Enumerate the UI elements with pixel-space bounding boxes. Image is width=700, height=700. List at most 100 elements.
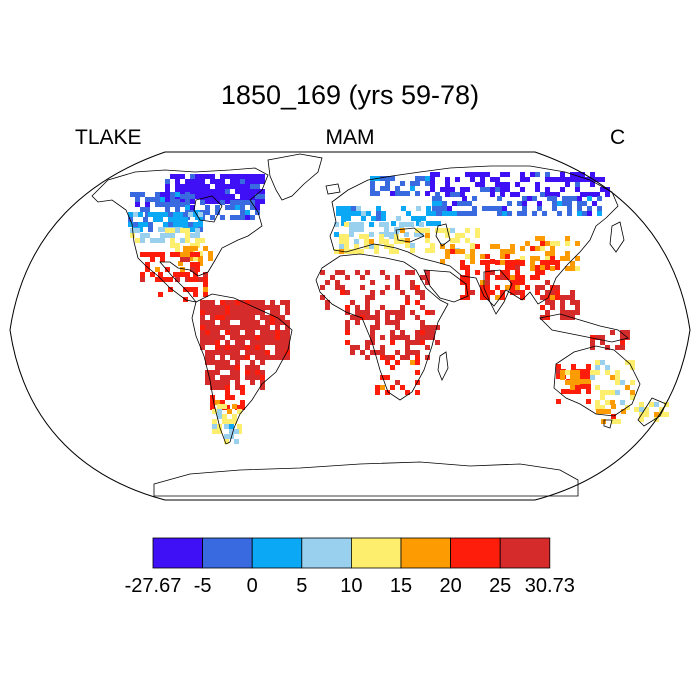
lake-temperature-cell <box>155 252 160 257</box>
lake-temperature-cell <box>405 350 410 355</box>
world-map <box>9 151 691 501</box>
lake-temperature-cell <box>555 177 560 182</box>
lake-temperature-cell <box>198 227 203 232</box>
lake-temperature-cell <box>435 172 440 177</box>
lake-temperature-cell <box>198 222 203 227</box>
lake-temperature-cell <box>375 320 380 325</box>
lake-temperature-cell <box>150 257 155 262</box>
lake-temperature-cell <box>178 261 183 266</box>
lake-temperature-cell <box>341 221 346 226</box>
lake-temperature-cell <box>540 260 545 265</box>
lake-temperature-cell <box>416 221 421 226</box>
lake-temperature-cell <box>275 335 280 340</box>
lake-temperature-cell <box>505 275 510 280</box>
lake-temperature-cell <box>440 228 445 233</box>
lake-temperature-cell <box>370 325 375 330</box>
lake-temperature-cell <box>495 295 500 300</box>
lake-temperature-cell <box>644 407 649 412</box>
lake-temperature-cell <box>505 187 510 192</box>
lake-temperature-cell <box>400 355 405 360</box>
lake-temperature-cell <box>350 350 355 355</box>
lake-temperature-cell <box>135 202 140 207</box>
lake-temperature-cell <box>570 385 575 390</box>
lake-temperature-cell <box>415 340 420 345</box>
lake-temperature-cell <box>205 320 210 325</box>
lake-temperature-cell <box>430 177 435 182</box>
lake-temperature-cell <box>380 270 385 275</box>
lake-temperature-cell <box>395 285 400 290</box>
lake-temperature-cell <box>450 244 455 249</box>
lake-temperature-cell <box>143 217 148 222</box>
lake-temperature-cell <box>385 186 390 191</box>
lake-temperature-cell <box>205 335 210 340</box>
lake-temperature-cell <box>370 191 375 196</box>
lake-temperature-cell <box>460 187 465 192</box>
lake-temperature-cell <box>215 305 220 310</box>
lake-temperature-cell <box>485 290 490 295</box>
lake-temperature-cell <box>450 192 455 197</box>
lake-temperature-cell <box>571 389 576 394</box>
lake-temperature-cell <box>265 325 270 330</box>
lake-temperature-cell <box>198 251 203 256</box>
lake-temperature-cell <box>225 310 230 315</box>
lake-temperature-cell <box>250 370 255 375</box>
lake-temperature-cell <box>205 210 210 215</box>
lake-temperature-cell <box>280 345 285 350</box>
lake-temperature-cell <box>185 233 190 238</box>
lake-temperature-cell <box>185 192 190 197</box>
lake-temperature-cell <box>497 206 502 211</box>
lake-temperature-cell <box>455 249 460 254</box>
lake-temperature-cell <box>562 196 567 201</box>
lake-temperature-cell <box>545 260 550 265</box>
lake-temperature-cell <box>485 187 490 192</box>
lake-temperature-cell <box>183 217 188 222</box>
lake-temperature-cell <box>210 305 215 310</box>
lake-temperature-cell <box>381 216 386 221</box>
lake-temperature-cell <box>175 277 180 282</box>
lake-temperature-cell <box>255 355 260 360</box>
lake-temperature-cell <box>190 267 195 272</box>
lake-temperature-cell <box>485 295 490 300</box>
lake-temperature-cell <box>460 295 465 300</box>
lake-temperature-cell <box>590 177 595 182</box>
lake-temperature-cell <box>415 290 420 295</box>
lake-temperature-cell <box>173 272 178 277</box>
lake-temperature-cell <box>210 400 215 405</box>
lake-temperature-cell <box>457 201 462 206</box>
lake-temperature-cell <box>545 280 550 285</box>
lake-temperature-cell <box>255 335 260 340</box>
lake-temperature-cell <box>575 172 580 177</box>
lake-temperature-cell <box>560 300 565 305</box>
lake-temperature-cell <box>245 370 250 375</box>
lake-temperature-cell <box>540 295 545 300</box>
lake-temperature-cell <box>375 315 380 320</box>
lake-temperature-cell <box>550 177 555 182</box>
lake-temperature-cell <box>230 305 235 310</box>
lake-temperature-cell <box>490 244 495 249</box>
lake-temperature-cell <box>590 345 595 350</box>
lake-temperature-cell <box>395 191 400 196</box>
lake-temperature-cell <box>566 389 571 394</box>
lake-temperature-cell <box>155 197 160 202</box>
lake-temperature-cell <box>485 260 490 265</box>
lake-temperature-cell <box>400 330 405 335</box>
lake-temperature-cell <box>560 172 565 177</box>
lake-temperature-cell <box>605 370 610 375</box>
lake-temperature-cell <box>210 315 215 320</box>
lake-temperature-cell <box>200 194 205 199</box>
lake-temperature-cell <box>550 256 555 261</box>
lake-temperature-cell <box>275 350 280 355</box>
lake-temperature-cell <box>175 207 180 212</box>
colorbar-tick-labels: -27.67 -5 0 5 10 15 20 25 30.73 <box>125 575 575 597</box>
lake-temperature-cell <box>495 187 500 192</box>
lake-temperature-cell <box>215 400 220 405</box>
lake-temperature-cell <box>235 325 240 330</box>
lake-temperature-cell <box>240 200 245 205</box>
lake-temperature-cell <box>260 330 265 335</box>
lake-temperature-cell <box>361 216 366 221</box>
lake-temperature-cell <box>556 374 561 379</box>
lake-temperature-cell <box>369 239 374 244</box>
lake-temperature-cell <box>265 340 270 345</box>
lake-temperature-cell <box>570 266 575 271</box>
lake-temperature-cell <box>158 212 163 217</box>
